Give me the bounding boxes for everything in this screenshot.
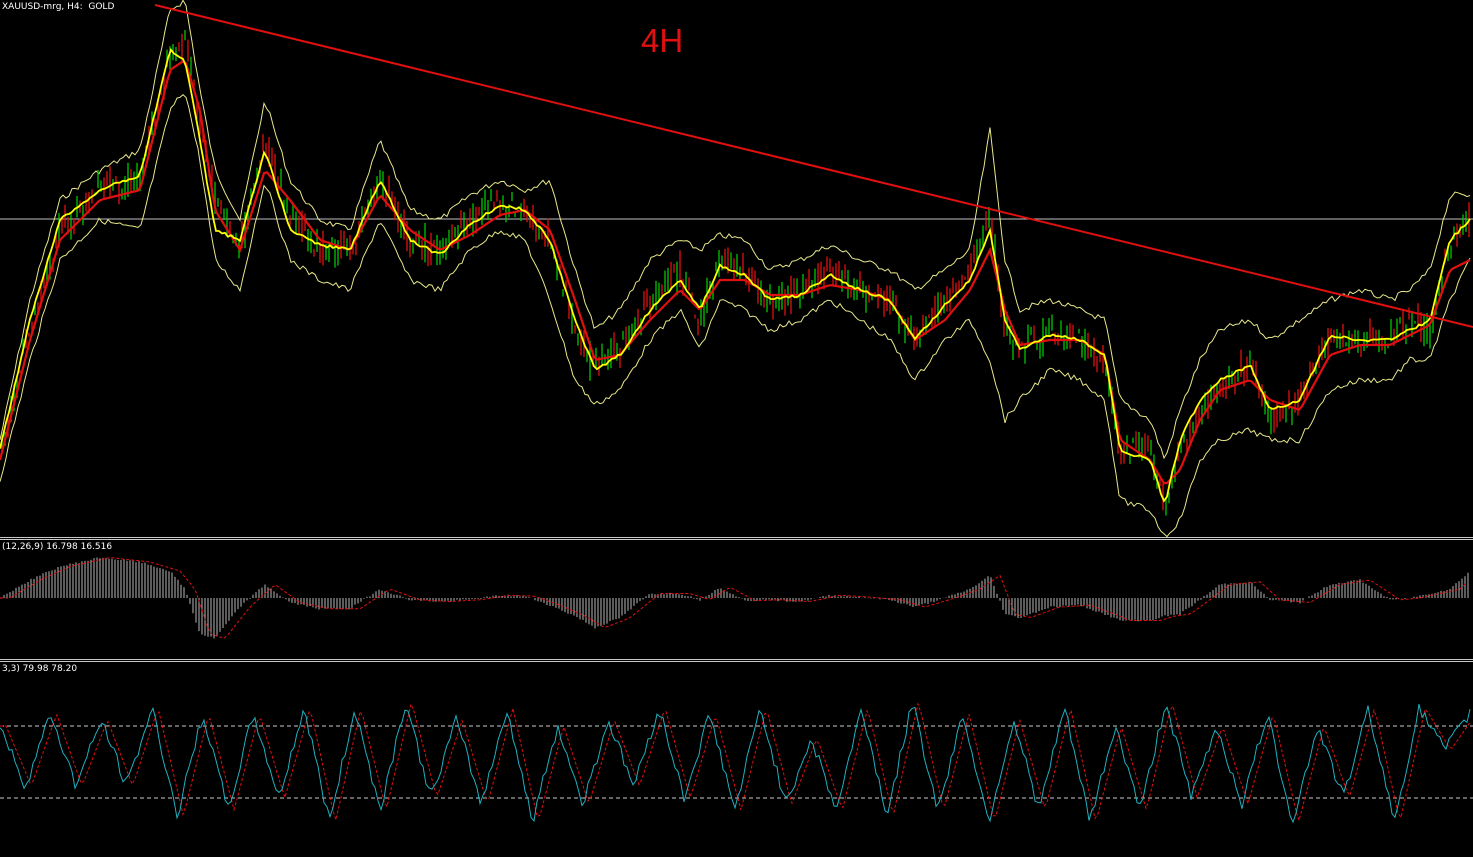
pane-separator[interactable] <box>0 539 1473 540</box>
macd-svg <box>0 557 1469 639</box>
price-chart-svg <box>0 0 1473 537</box>
timeframe-label: 4H <box>641 22 684 59</box>
price-chart-pane[interactable]: XAUUSD-mrg, H4: GOLD 4H <box>0 0 1473 537</box>
macd-label: (12,26,9) 16.798 16.516 <box>2 542 113 552</box>
stoch-signal-line <box>0 702 1471 823</box>
pane-separator[interactable] <box>0 537 1473 538</box>
stoch-main-line <box>0 703 1471 824</box>
fast-ma-line <box>0 47 1471 503</box>
slow-ma-line <box>0 59 1471 485</box>
stochastic-pane[interactable]: 3,3) 79.98 78.20 <box>0 662 1473 857</box>
pane-separator[interactable] <box>0 659 1473 660</box>
stochastic-svg <box>0 702 1473 824</box>
upper-band-line <box>0 0 1471 460</box>
lower-band-line <box>0 94 1471 537</box>
macd-pane[interactable]: (12,26,9) 16.798 16.516 <box>0 540 1473 659</box>
trendline <box>154 4 1473 328</box>
macd-signal-line <box>0 557 1469 639</box>
symbol-label: XAUUSD-mrg, H4: GOLD <box>2 2 115 12</box>
pane-separator[interactable] <box>0 661 1473 662</box>
stochastic-label: 3,3) 79.98 78.20 <box>2 664 78 674</box>
